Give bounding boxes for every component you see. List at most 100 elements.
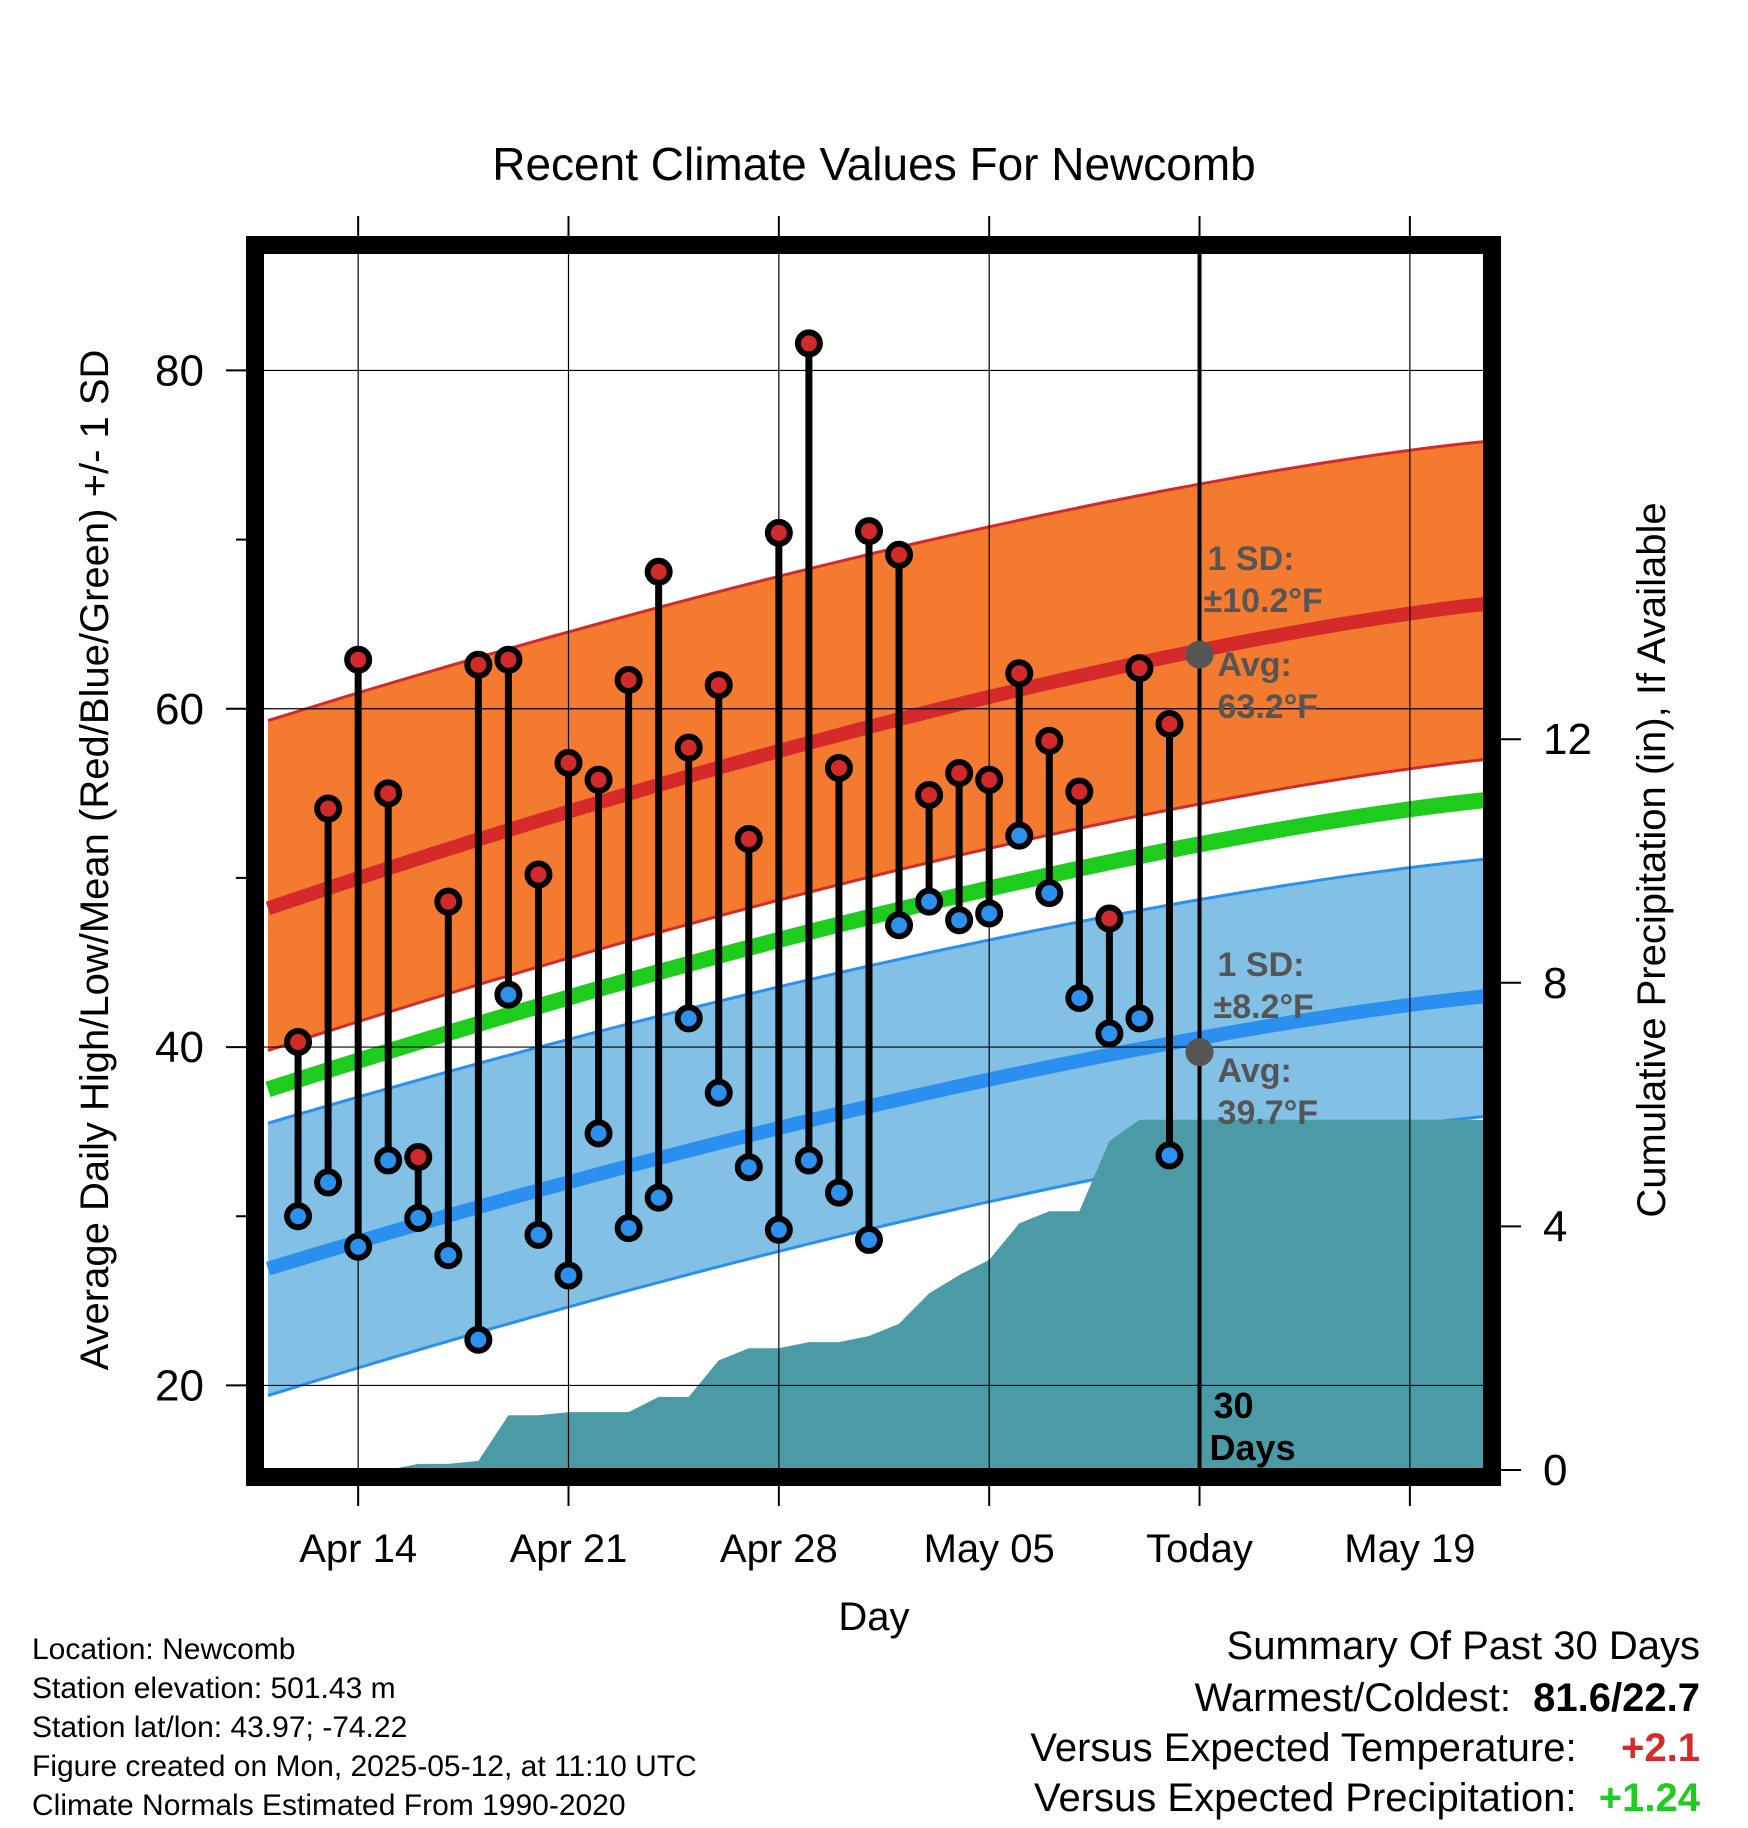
high-sd-label-line1: 1 SD: (1208, 540, 1295, 578)
y-tick-label: 40 (155, 1023, 204, 1072)
daily-high-point (885, 540, 914, 569)
low-sd-label-line1: 1 SD: (1218, 946, 1305, 984)
daily-low-point (945, 906, 974, 935)
daily-high-point (644, 557, 673, 586)
daily-high-point (584, 765, 613, 794)
plot-frame (246, 236, 1501, 1486)
elevation-text: Station elevation: 501.43 m (32, 1672, 396, 1705)
high-normal-line (265, 596, 1485, 916)
daily-high-point (854, 517, 883, 546)
daily-low-point (614, 1214, 643, 1243)
daily-high-point (975, 765, 1004, 794)
precip-value: +1.24 (1598, 1776, 1700, 1820)
daily-high-point (794, 329, 823, 358)
daily-high-point (344, 645, 373, 674)
y2-axis-label: Cumulative Precipitation (in), If Availa… (1630, 502, 1674, 1217)
chart-title: Recent Climate Values For Newcomb (492, 138, 1256, 190)
temp-value: +2.1 (1621, 1726, 1700, 1770)
high-avg-label-line2: 63.2°F (1218, 688, 1319, 726)
daily-high-point (1005, 659, 1034, 688)
daily-high-point (915, 781, 944, 810)
high-avg-marker (1185, 640, 1214, 669)
high-sd-band (268, 441, 1485, 1051)
daily-low-point (975, 899, 1004, 928)
daily-high-point (824, 753, 853, 782)
daily-low-point (824, 1178, 853, 1207)
daily-high-point (1035, 726, 1064, 755)
daily-low-point (915, 887, 944, 916)
latlon-text: Station lat/lon: 43.97; -74.22 (32, 1711, 408, 1744)
precip-area (268, 1119, 1485, 1470)
daily-high-point (434, 887, 463, 916)
y2-tick-label: 0 (1543, 1446, 1567, 1495)
temp-label: Versus Expected Temperature: (1030, 1726, 1577, 1770)
low-avg-label-line1: Avg: (1218, 1052, 1292, 1090)
location-text: Location: Newcomb (32, 1633, 296, 1666)
warm-cold-label: Warmest/Coldest: (1194, 1676, 1511, 1720)
daily-low-point (344, 1232, 373, 1261)
daily-high-point (524, 860, 553, 889)
daily-high-point (284, 1028, 313, 1057)
plot-area: 1 SD: ±10.2°F Avg: 63.2°F 1 SD: ±8.2°F Avg: 39.… (262, 252, 1485, 1470)
daily-high-point (494, 645, 523, 674)
daily-low-point (464, 1325, 493, 1354)
y-tick-label: 80 (155, 346, 204, 395)
normals-text: Climate Normals Estimated From 1990-2020 (32, 1789, 626, 1822)
x-tick-label: Today (1146, 1527, 1253, 1571)
daily-high-point (554, 748, 583, 777)
low-avg-marker (1185, 1038, 1214, 1067)
x-tick-label: Apr 28 (720, 1527, 838, 1571)
daily-low-point (374, 1146, 403, 1175)
daily-low-point (1125, 1004, 1154, 1033)
warm-cold-value: 81.6/22.7 (1533, 1676, 1700, 1720)
x-tick-label: Apr 21 (510, 1527, 628, 1571)
y2-tick-label: 12 (1543, 715, 1592, 764)
summary-warm-cold: Warmest/Coldest: 81.6/22.7 (1195, 1676, 1700, 1721)
summary-temp: Versus Expected Temperature: +2.1 (1030, 1726, 1700, 1771)
low-sd-label-line2: ±8.2°F (1214, 988, 1314, 1026)
high-sd-label-line2: ±10.2°F (1204, 582, 1323, 620)
daily-high-point (945, 759, 974, 788)
low-normal-line (265, 989, 1485, 1276)
daily-high-point (1155, 709, 1184, 738)
daily-high-point (464, 650, 493, 679)
daily-low-point (674, 1004, 703, 1033)
daily-low-point (1035, 879, 1064, 908)
daily-low-point (764, 1215, 793, 1244)
daily-high-point (1095, 904, 1124, 933)
daily-low-point (1095, 1019, 1124, 1048)
x-tick-label: May 05 (924, 1527, 1055, 1571)
daily-high-point (314, 794, 343, 823)
summary-title: Summary Of Past 30 Days (1226, 1624, 1700, 1668)
daily-low-point (885, 911, 914, 940)
daily-low-point (494, 980, 523, 1009)
daily-low-point (794, 1146, 823, 1175)
summary-precip: Versus Expected Precipitation: +1.24 (1034, 1776, 1700, 1821)
y-tick-label: 20 (155, 1361, 204, 1410)
daily-low-point (1065, 984, 1094, 1013)
low-sd-band-upper-edge (267, 857, 1485, 1125)
daily-high-point (674, 733, 703, 762)
x-tick-label: May 19 (1344, 1527, 1475, 1571)
window-label-line1: 30 (1214, 1385, 1254, 1426)
daily-low-point (284, 1202, 313, 1231)
daily-low-point (1155, 1141, 1184, 1170)
daily-low-point (434, 1241, 463, 1270)
y-tick-label: 60 (155, 685, 204, 734)
x-tick-label: Apr 14 (299, 1527, 417, 1571)
high-sd-band-lower-edge (267, 758, 1485, 1052)
daily-high-point (614, 665, 643, 694)
daily-low-point (524, 1220, 553, 1249)
daily-high-point (1065, 777, 1094, 806)
daily-high-point (704, 671, 733, 700)
daily-high-point (374, 779, 403, 808)
daily-low-point (704, 1078, 733, 1107)
daily-high-point (734, 825, 763, 854)
precip-label: Versus Expected Precipitation: (1034, 1776, 1577, 1820)
created-text: Figure created on Mon, 2025-05-12, at 11… (32, 1750, 697, 1783)
daily-low-point (404, 1203, 433, 1232)
daily-high-point (764, 518, 793, 547)
daily-low-point (854, 1225, 883, 1254)
x-axis-label: Day (838, 1595, 909, 1639)
